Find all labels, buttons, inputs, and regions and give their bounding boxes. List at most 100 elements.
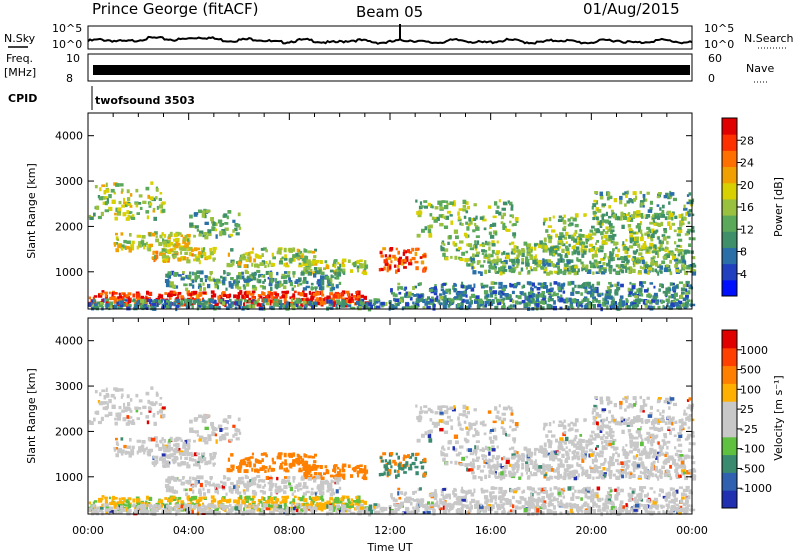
power-cell bbox=[249, 258, 252, 263]
power-cell bbox=[579, 234, 584, 237]
velocity-cell bbox=[168, 453, 171, 459]
colorbar-tick-label: 20 bbox=[740, 179, 754, 192]
power-cell bbox=[335, 275, 340, 280]
velocity-cell bbox=[508, 510, 513, 514]
velocity-cell bbox=[537, 505, 541, 510]
velocity-cell bbox=[125, 499, 129, 503]
power-cell bbox=[622, 300, 625, 304]
power-cell bbox=[193, 212, 199, 215]
velocity-cell bbox=[483, 432, 487, 436]
power-cell bbox=[666, 210, 671, 215]
velocity-cell bbox=[190, 500, 193, 504]
power-cell bbox=[180, 277, 185, 281]
power-cell bbox=[638, 270, 642, 273]
power-cell bbox=[523, 303, 528, 308]
power-cell bbox=[357, 306, 362, 311]
velocity-cell bbox=[106, 403, 109, 408]
power-cell bbox=[626, 254, 631, 258]
power-cell bbox=[543, 268, 548, 272]
power-cell bbox=[133, 298, 136, 302]
power-cell bbox=[677, 238, 683, 242]
power-cell bbox=[256, 299, 260, 303]
velocity-cell bbox=[588, 507, 593, 512]
velocity-cell bbox=[570, 508, 573, 513]
velocity-cell bbox=[218, 504, 223, 508]
velocity-cell bbox=[228, 509, 233, 513]
power-cell bbox=[612, 214, 616, 217]
power-cell bbox=[227, 252, 230, 257]
power-cell bbox=[685, 295, 689, 298]
power-cell bbox=[350, 269, 354, 273]
power-cell bbox=[402, 306, 407, 309]
power-cell bbox=[222, 291, 226, 295]
power-cell bbox=[202, 291, 207, 294]
power-cell bbox=[310, 287, 315, 290]
power-cell bbox=[174, 245, 179, 249]
power-cell bbox=[108, 206, 113, 211]
power-cell bbox=[173, 301, 177, 307]
power-cell bbox=[384, 261, 389, 266]
velocity-cell bbox=[312, 465, 316, 470]
velocity-cell bbox=[173, 506, 177, 512]
power-cell bbox=[145, 298, 149, 302]
velocity-cell bbox=[131, 445, 135, 449]
power-cell bbox=[314, 248, 317, 252]
power-cell bbox=[260, 247, 264, 251]
power-cell bbox=[632, 302, 637, 305]
velocity-cell bbox=[163, 448, 166, 453]
power-cell bbox=[574, 265, 579, 269]
velocity-cell bbox=[662, 505, 665, 509]
power-cell bbox=[186, 257, 189, 261]
power-cell bbox=[592, 265, 596, 269]
power-cell bbox=[448, 297, 452, 302]
velocity-cell bbox=[309, 505, 312, 509]
velocity-cell bbox=[312, 498, 318, 502]
velocity-cell bbox=[210, 495, 215, 499]
velocity-cell bbox=[278, 504, 283, 509]
power-cell bbox=[355, 300, 361, 305]
power-cell bbox=[186, 259, 191, 264]
velocity-cell bbox=[309, 507, 314, 511]
power-cell bbox=[527, 243, 532, 248]
power-cell bbox=[106, 189, 110, 193]
power-cell bbox=[300, 272, 305, 276]
velocity-cell bbox=[115, 437, 118, 441]
power-cell bbox=[470, 293, 476, 298]
velocity-cell bbox=[381, 506, 385, 511]
cpid-label: CPID bbox=[8, 92, 37, 105]
power-cell bbox=[567, 218, 571, 222]
velocity-cell bbox=[290, 503, 293, 507]
power-cell bbox=[419, 298, 423, 302]
power-cell bbox=[499, 271, 503, 276]
power-cell bbox=[673, 254, 677, 257]
power-cell bbox=[356, 265, 360, 269]
power-cell bbox=[502, 262, 506, 265]
velocity-cell bbox=[204, 426, 209, 430]
power-cell bbox=[512, 299, 515, 304]
power-cell bbox=[244, 299, 247, 303]
velocity-cell bbox=[348, 504, 353, 508]
power-cell bbox=[146, 290, 149, 295]
power-cell bbox=[487, 260, 491, 264]
velocity-cell bbox=[153, 463, 156, 468]
power-cell bbox=[289, 260, 293, 264]
velocity-cell bbox=[328, 506, 331, 512]
power-cell bbox=[381, 301, 385, 306]
power-cell bbox=[135, 203, 139, 208]
power-cell bbox=[397, 250, 400, 255]
velocity-cell bbox=[690, 508, 696, 512]
power-cell bbox=[430, 296, 434, 300]
velocity-cell bbox=[419, 406, 423, 410]
power-cell bbox=[289, 281, 293, 287]
power-cell bbox=[480, 282, 484, 286]
velocity-cell bbox=[614, 506, 617, 509]
velocity-cell bbox=[363, 465, 367, 470]
power-cell bbox=[296, 303, 299, 308]
power-cell bbox=[129, 233, 132, 237]
velocity-cell bbox=[602, 507, 607, 512]
power-cell bbox=[210, 290, 215, 294]
power-cell bbox=[275, 281, 280, 284]
power-cell bbox=[248, 304, 252, 309]
velocity-cell bbox=[335, 508, 338, 512]
